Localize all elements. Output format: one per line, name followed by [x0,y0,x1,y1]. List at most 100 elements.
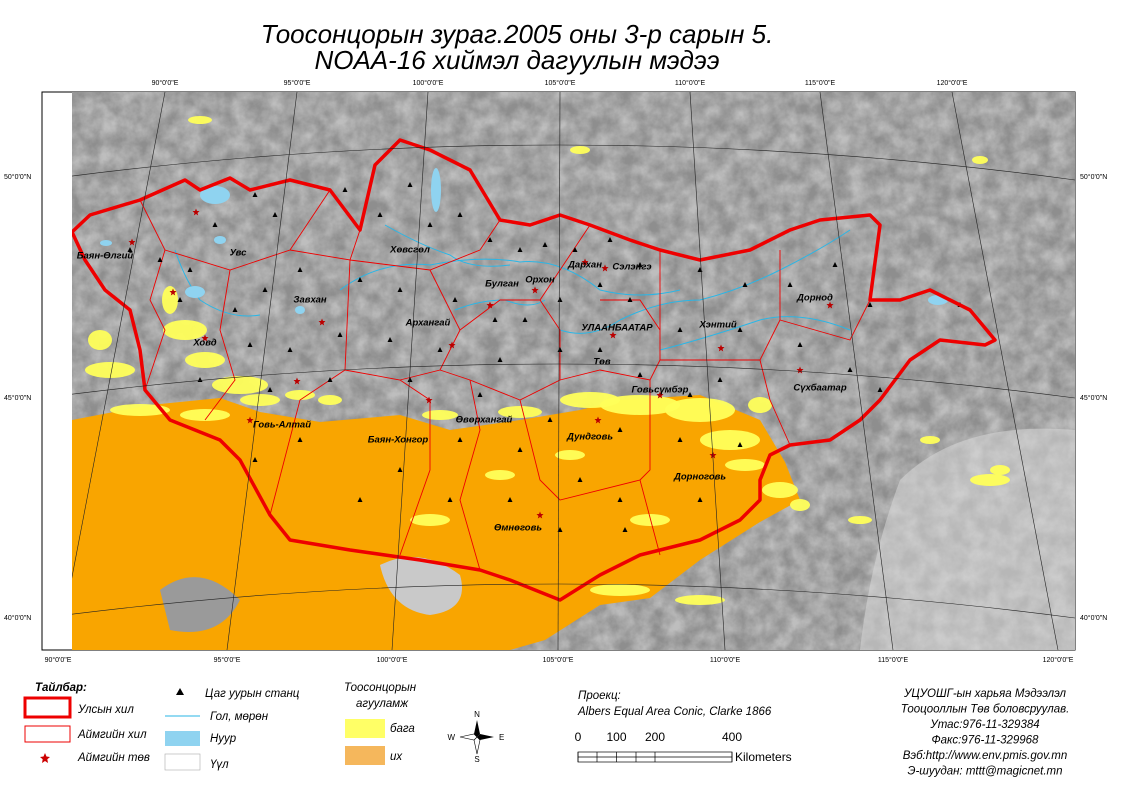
station [427,222,433,227]
dust-low-patch [600,395,680,415]
station [457,437,463,442]
dust-low-patch [990,465,1010,475]
legend-label: Нуур [210,733,237,745]
station [407,377,413,382]
province-label: Баян-Өлгий [77,251,134,262]
graticule-label: 45°0'0"N [1080,394,1107,402]
station [577,477,583,482]
cloud [380,557,462,615]
station [557,527,563,532]
station [487,237,493,242]
station [252,192,258,197]
station [557,347,563,352]
compass-label: W [447,733,455,742]
province-border [139,199,166,391]
station [177,297,183,302]
dust-low-patch [630,514,670,526]
graticule-label: 50°0'0"N [1080,173,1107,181]
graticule-label: 95°0'0"E [284,79,311,87]
dust-low-patch [555,450,585,460]
province-label: Орхон [525,275,555,286]
station [867,302,873,307]
province-border [459,379,481,571]
station [737,327,743,332]
legend-dust-title: Тоосонцорын [344,682,417,694]
graticule-label: 120°0'0"E [1043,656,1074,664]
station [507,497,513,502]
graticule-label: 90°0'0"E [152,79,179,87]
province-label: Дархан [567,260,602,271]
compass: N E S W [447,710,504,764]
graticule-label: 120°0'0"E [937,79,968,87]
station [357,497,363,502]
graticule-label: 40°0'0"N [4,614,31,622]
dust-low-patch [318,395,342,405]
province-border [519,399,661,556]
compass-needle [474,720,480,737]
province-centre [609,331,617,339]
station [637,262,643,267]
graticule-label: 115°0'0"E [805,79,836,87]
scale-tick-label: 400 [722,730,742,744]
compass-label: E [499,733,504,742]
station [677,437,683,442]
station [397,287,403,292]
dust-low-patch [570,146,590,154]
stations [127,182,963,532]
station [717,377,723,382]
lake [185,286,205,298]
parallel [72,583,1075,619]
station [187,267,193,272]
dust-low-patch [185,352,225,368]
station [357,277,363,282]
dust-low-patch [110,404,170,416]
legend-label: их [390,751,403,763]
province-label: Булган [485,279,519,290]
dust-low-patch [920,436,940,444]
province-border [269,259,351,516]
credit-line: Утас:976-11-329384 [929,719,1039,731]
dust-low-patch [848,516,872,524]
legend-swatch [40,753,50,763]
station [377,212,383,217]
river [384,224,511,267]
graticule-label: 105°0'0"E [543,656,574,664]
province-centre [169,288,177,296]
meridian [557,92,561,650]
rivers [174,224,851,351]
province-centre [293,377,301,385]
scale-unit: Kilometers [735,750,792,764]
province-label: Говь-Алтай [253,420,311,431]
dust-low-patch [700,430,760,450]
station [252,457,258,462]
province-centre [826,301,834,309]
compass-needle [473,736,481,755]
credit-line: Вэб:http://www.env.pmis.gov.mn [903,750,1067,762]
station [337,332,343,337]
province-label: Сэлэнгэ [612,262,651,273]
station [627,297,633,302]
province-centre [656,391,664,399]
graticule-label: 50°0'0"N [4,173,31,181]
province-border [759,359,791,446]
station [517,247,523,252]
station [387,337,393,342]
station [212,222,218,227]
river [339,258,681,296]
province-centre [796,366,804,374]
dust-low-patch [88,330,112,350]
dust-low-patch [762,482,798,498]
projection-label: Проекц: [578,690,621,702]
legend-label: Улсын хил [77,704,134,716]
station [687,392,693,397]
station [272,212,278,217]
station [157,257,163,262]
province-label: УЛААНБААТАР [581,323,653,334]
station [542,242,548,247]
province-label: Архангай [405,318,451,329]
province-border [204,269,236,421]
station [617,427,623,432]
province-border [600,299,661,331]
